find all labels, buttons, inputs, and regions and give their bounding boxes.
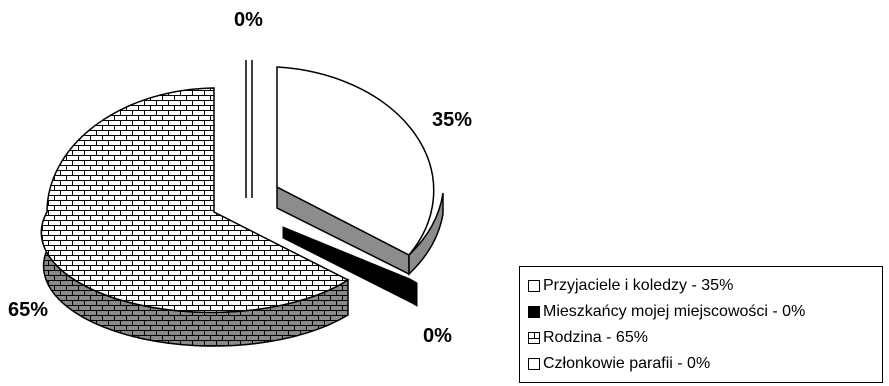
legend-swatch-brick xyxy=(528,332,540,344)
slice-przyjaciele xyxy=(276,66,435,256)
slice-mieszkancy xyxy=(282,226,418,307)
data-label-rodzina: 65% xyxy=(8,299,48,321)
legend-label: Przyjaciele i koledzy - 35% xyxy=(543,277,734,294)
legend-swatch-white xyxy=(528,280,540,292)
legend-item-przyjaciele: Przyjaciele i koledzy - 35% xyxy=(528,273,882,299)
slice-rodzina xyxy=(40,87,350,314)
legend-swatch-white xyxy=(528,358,540,370)
data-label-czlonkowie: 0% xyxy=(234,9,263,31)
slice-przyjaciele-side-curve xyxy=(408,192,444,276)
data-label-mieszkancy: 0% xyxy=(423,325,452,347)
legend: Przyjaciele i koledzy - 35% Mieszkańcy m… xyxy=(519,266,883,383)
legend-item-czlonkowie: Członkowie parafii - 0% xyxy=(528,351,882,377)
legend-label: Rodzina - 65% xyxy=(543,329,648,346)
data-label-przyjaciele: 35% xyxy=(432,109,472,131)
legend-item-mieszkancy: Mieszkańcy mojej miejscowości - 0% xyxy=(528,299,882,325)
legend-swatch-black xyxy=(528,306,540,318)
legend-item-rodzina: Rodzina - 65% xyxy=(528,325,882,351)
legend-label: Członkowie parafii - 0% xyxy=(543,355,711,372)
slice-czlonkowie xyxy=(245,60,253,198)
legend-label: Mieszkańcy mojej miejscowości - 0% xyxy=(543,303,806,320)
